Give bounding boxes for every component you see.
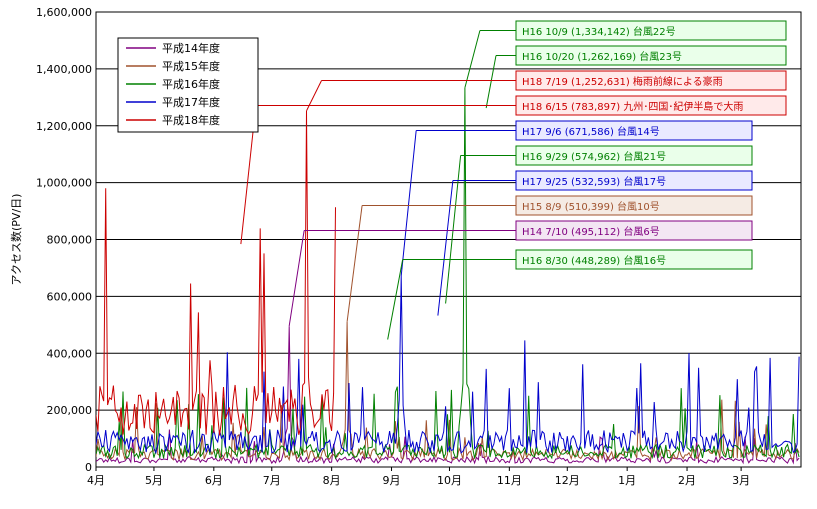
x-tick-label: 2月 xyxy=(678,474,696,487)
x-tick-label: 11月 xyxy=(497,474,522,487)
legend-label: 平成18年度 xyxy=(162,113,220,127)
x-tick-label: 10月 xyxy=(437,474,462,487)
series-line xyxy=(96,321,800,462)
annotation-leader xyxy=(464,30,481,88)
annotation-label: H16 9/29 (574,962) 台風21号 xyxy=(522,150,666,163)
annotation-leader xyxy=(485,55,497,109)
x-tick-label: 12月 xyxy=(555,474,580,487)
y-tick-label: 1,200,000 xyxy=(36,120,92,133)
y-tick-label: 800,000 xyxy=(47,234,93,247)
annotation-leader xyxy=(288,230,305,327)
annotation-box xyxy=(515,195,753,216)
annotation-box xyxy=(515,120,753,141)
y-tick-label: 1,400,000 xyxy=(36,63,92,76)
legend-label: 平成17年度 xyxy=(162,95,220,109)
annotation-label: H16 10/20 (1,262,169) 台風23号 xyxy=(522,50,682,63)
x-tick-label: 9月 xyxy=(383,474,401,487)
annotation-label: H17 9/6 (671,586) 台風14号 xyxy=(522,125,660,138)
series-line xyxy=(96,275,800,455)
annotation-box xyxy=(515,170,753,191)
x-tick-label: 7月 xyxy=(263,474,281,487)
series-line xyxy=(96,326,800,465)
annotation-label: H15 8/9 (510,399) 台風10号 xyxy=(522,200,660,213)
annotation-label: H14 7/10 (495,112) 台風6号 xyxy=(522,225,660,238)
y-axis-label: アクセス数(PV/日) xyxy=(10,194,23,286)
annotation-box xyxy=(515,70,787,91)
y-tick-label: 1,000,000 xyxy=(36,177,92,190)
y-tick-label: 200,000 xyxy=(47,404,93,417)
series-line xyxy=(96,87,800,460)
x-tick-label: 6月 xyxy=(205,474,223,487)
annotation-leader xyxy=(437,180,454,316)
legend-label: 平成16年度 xyxy=(162,77,220,91)
y-tick-label: 0 xyxy=(85,461,92,474)
annotation-label: H16 8/30 (448,289) 台風16号 xyxy=(522,254,666,267)
annotation-box xyxy=(515,145,753,166)
legend-label: 平成15年度 xyxy=(162,59,220,73)
annotation-box xyxy=(515,220,753,241)
y-tick-label: 600,000 xyxy=(47,290,93,303)
series-line xyxy=(96,110,336,436)
x-tick-label: 3月 xyxy=(732,474,750,487)
annotation-label: H18 6/15 (783,897) 九州･四国･紀伊半島で大雨 xyxy=(522,100,743,113)
legend-label: 平成14年度 xyxy=(162,41,220,55)
annotation-leader xyxy=(346,205,363,322)
annotation-box xyxy=(515,95,787,116)
y-tick-label: 1,600,000 xyxy=(36,6,92,19)
annotation-box xyxy=(515,20,787,41)
x-tick-label: 4月 xyxy=(87,474,105,487)
x-tick-label: 5月 xyxy=(145,474,163,487)
annotation-box xyxy=(515,45,787,66)
annotation-label: H18 7/19 (1,252,631) 梅雨前線による豪雨 xyxy=(522,75,723,88)
annotation-label: H16 10/9 (1,334,142) 台風22号 xyxy=(522,25,676,38)
legend-box xyxy=(117,37,259,133)
annotation-leader xyxy=(387,259,404,340)
annotation-box xyxy=(515,249,753,270)
y-tick-label: 400,000 xyxy=(47,347,93,360)
annotation-leader xyxy=(400,130,417,277)
annotation-label: H17 9/25 (532,593) 台風17号 xyxy=(522,175,666,188)
x-tick-label: 8月 xyxy=(323,474,341,487)
x-tick-label: 1月 xyxy=(618,474,636,487)
